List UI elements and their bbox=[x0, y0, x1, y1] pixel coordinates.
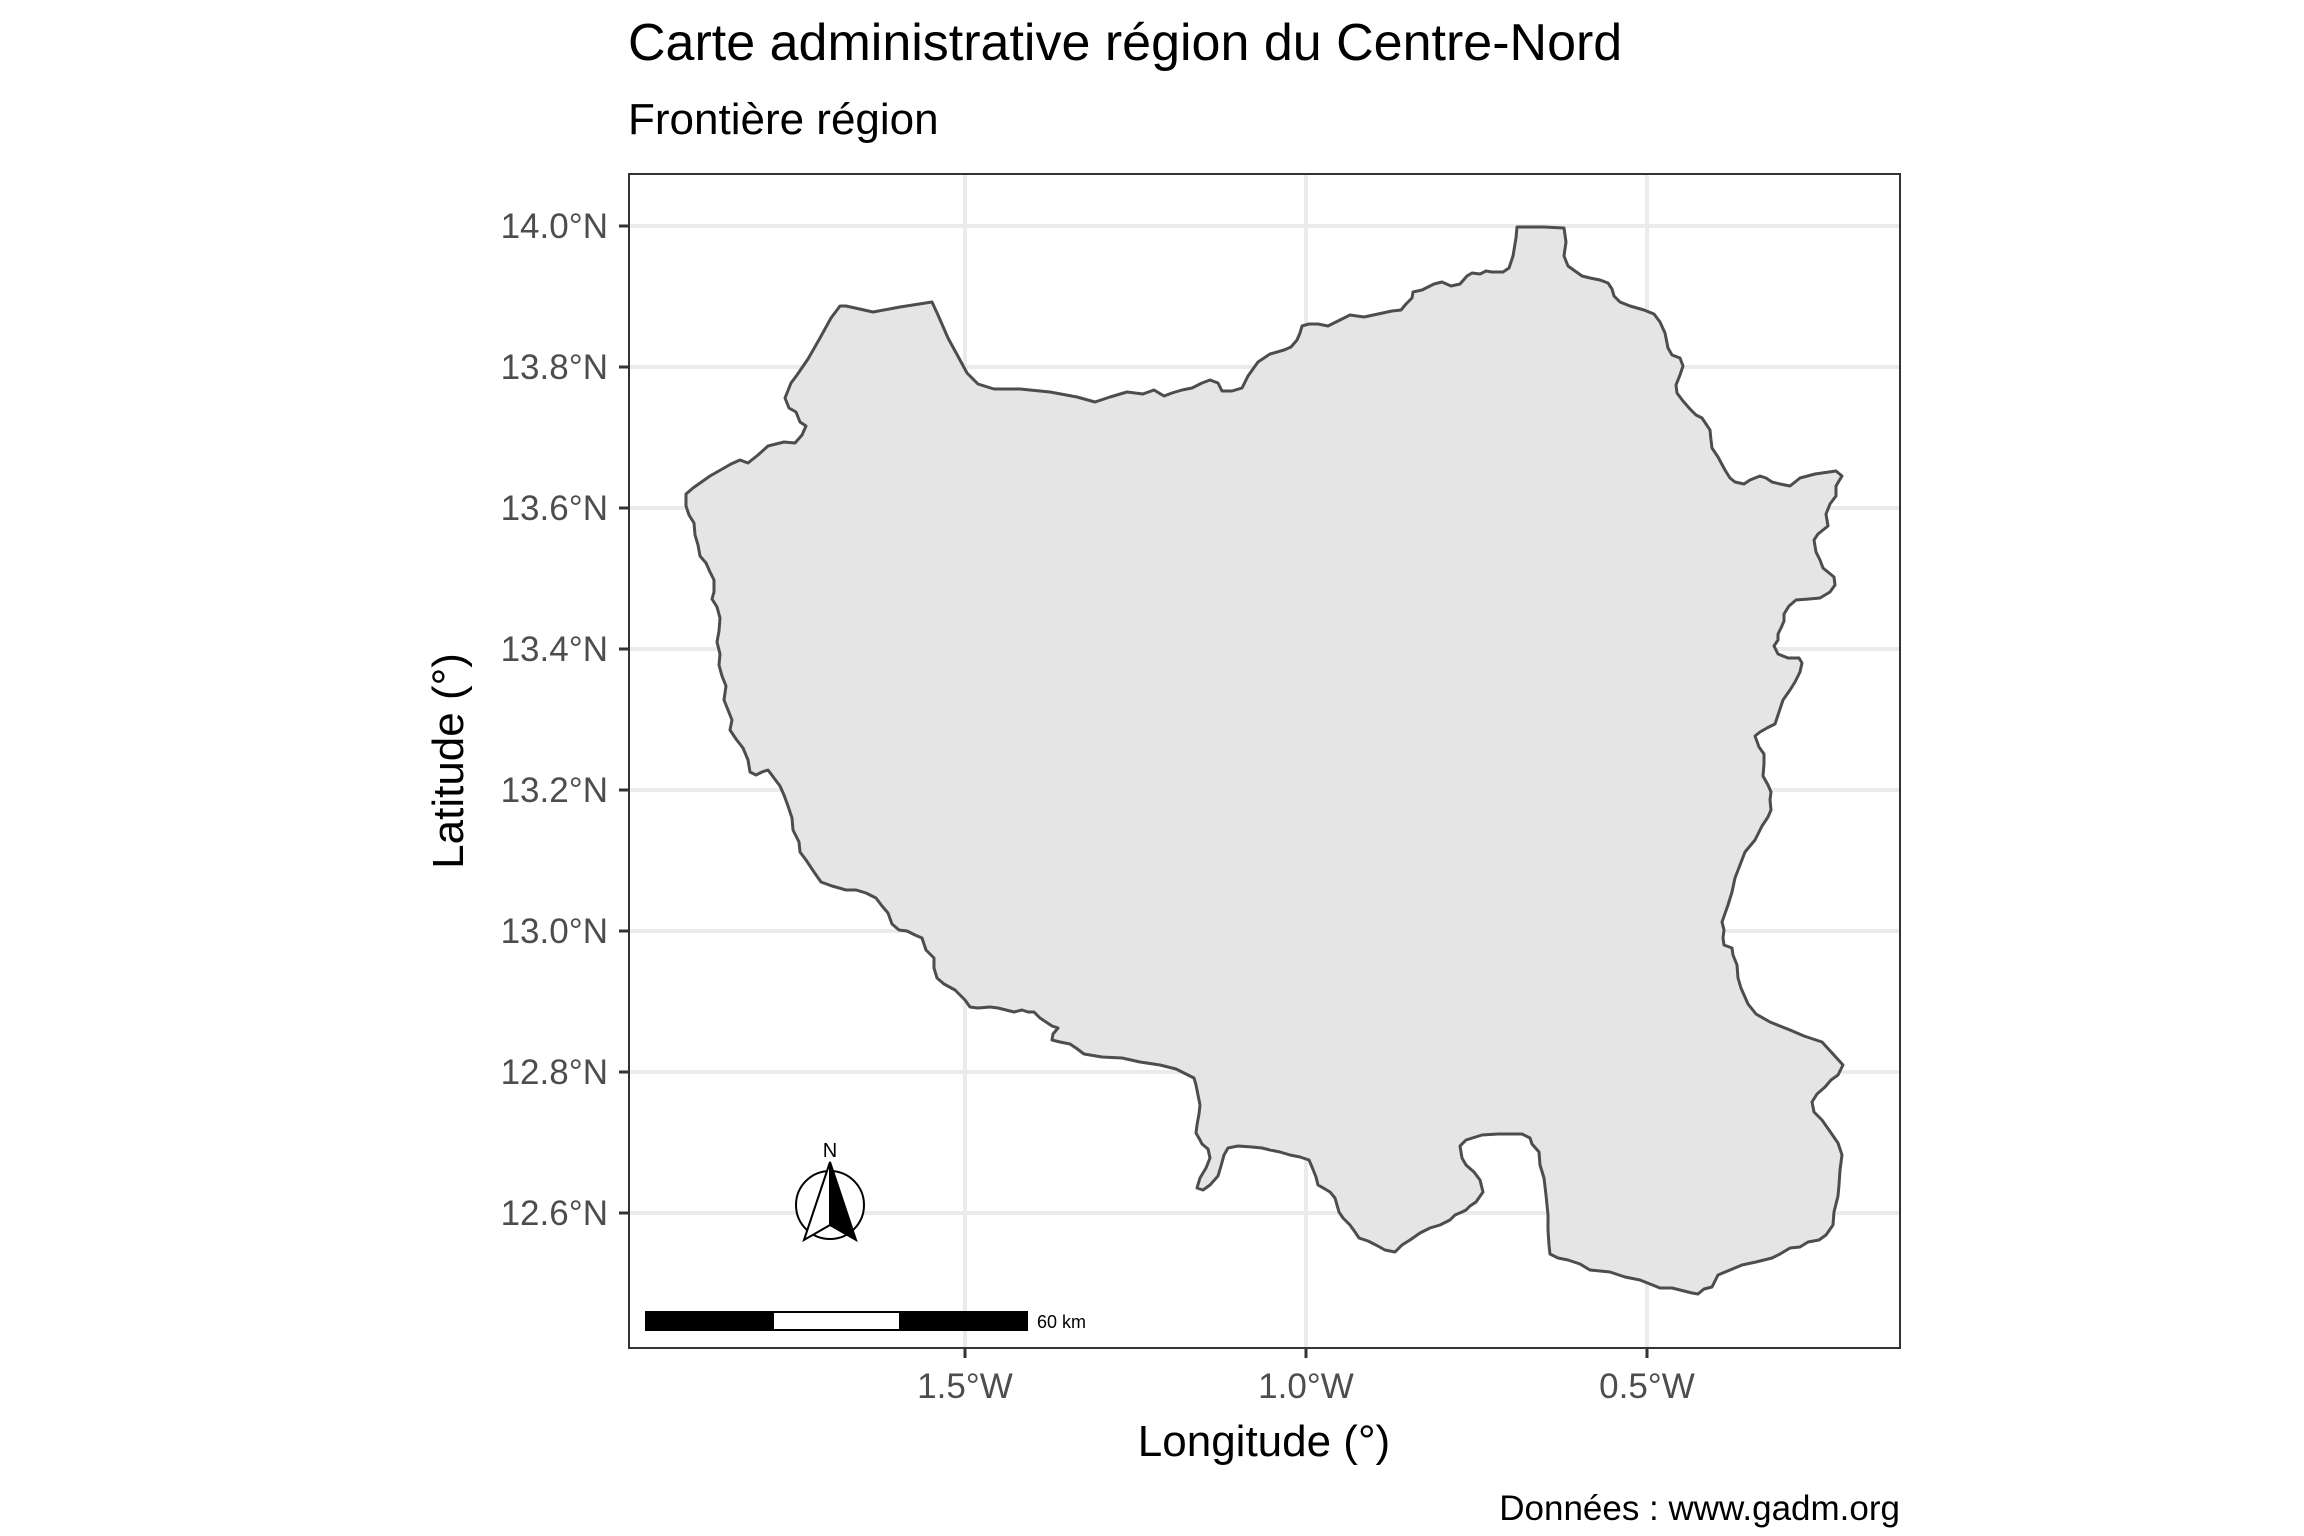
y-tick-label-6: 13.0°N bbox=[501, 912, 608, 951]
x-axis-title: Longitude (°) bbox=[1138, 1417, 1390, 1466]
y-axis-title: Latitude (°) bbox=[424, 653, 473, 869]
region-centre-nord-boundary bbox=[684, 225, 1845, 1296]
y-tick-label-4: 13.4°N bbox=[501, 630, 608, 669]
x-tick-labels: 1.5°W 1.0°W 0.5°W bbox=[917, 1367, 1695, 1406]
north-arrow-right-half bbox=[829, 1161, 858, 1243]
map-caption: Données : www.gadm.org bbox=[1499, 1489, 1900, 1528]
scale-bar-label: 60 km bbox=[1037, 1312, 1086, 1332]
y-tick-labels: 14.0°N 13.8°N 13.6°N 13.4°N 13.2°N 13.0°… bbox=[501, 207, 608, 1233]
scale-bar-segment-2 bbox=[772, 1311, 901, 1331]
north-arrow-label: N bbox=[823, 1140, 837, 1162]
map-title: Carte administrative région du Centre-No… bbox=[628, 14, 1622, 72]
y-tick-label-2: 13.8°N bbox=[501, 348, 608, 387]
scale-bar: 60 km bbox=[645, 1311, 1086, 1332]
y-tick-label-5: 13.2°N bbox=[501, 771, 608, 810]
axis-ticks bbox=[619, 224, 1649, 1358]
x-tick-label-1: 1.5°W bbox=[917, 1367, 1013, 1406]
scale-bar-segment-1 bbox=[645, 1311, 774, 1331]
scale-bar-segment-3 bbox=[899, 1311, 1028, 1331]
x-tick-label-2: 1.0°W bbox=[1258, 1367, 1354, 1406]
y-tick-label-8: 12.6°N bbox=[501, 1194, 608, 1233]
map-subtitle: Frontière région bbox=[628, 95, 939, 144]
map-panel: N 60 km bbox=[628, 173, 1901, 1349]
x-tick-label-3: 0.5°W bbox=[1599, 1367, 1695, 1406]
panel-border bbox=[628, 173, 1901, 1349]
y-tick-label-7: 12.8°N bbox=[501, 1053, 608, 1092]
y-tick-label-1: 14.0°N bbox=[501, 207, 608, 246]
north-arrow: N bbox=[795, 1140, 865, 1243]
y-tick-label-3: 13.6°N bbox=[501, 489, 608, 528]
